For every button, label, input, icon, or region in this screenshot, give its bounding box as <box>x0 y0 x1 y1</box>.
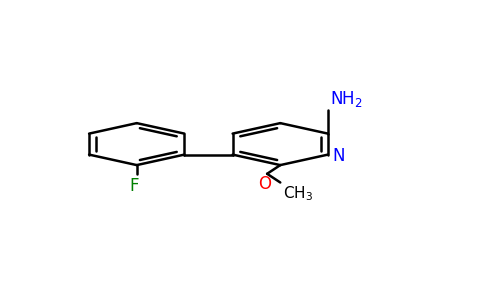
Text: CH$_3$: CH$_3$ <box>283 184 313 203</box>
Text: F: F <box>130 177 139 195</box>
Text: N: N <box>333 147 345 165</box>
Text: NH$_2$: NH$_2$ <box>330 88 363 109</box>
Text: O: O <box>258 175 271 193</box>
